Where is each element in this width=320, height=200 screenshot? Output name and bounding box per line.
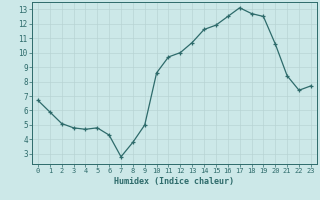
- X-axis label: Humidex (Indice chaleur): Humidex (Indice chaleur): [115, 177, 234, 186]
